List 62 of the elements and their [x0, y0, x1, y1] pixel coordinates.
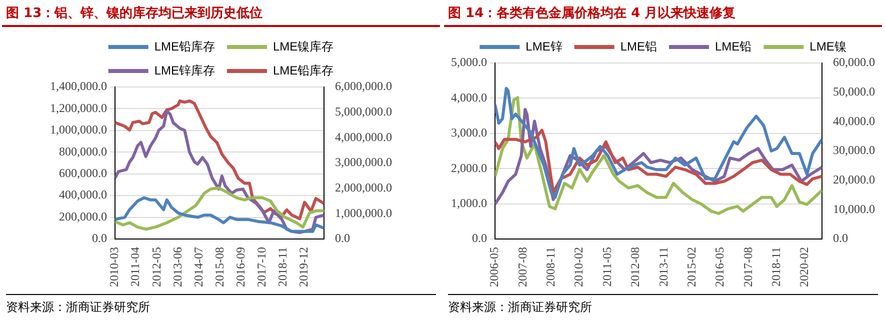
x-tick-label: 2017-08	[740, 247, 755, 288]
y2-tick-label: 6,000,000.0	[335, 79, 392, 94]
legend-label: LME锌库存	[154, 63, 216, 78]
x-tick-label: 2007-08	[515, 247, 530, 288]
y-tick-label: 400,000.0	[59, 188, 107, 202]
legend-label: LME镍库存	[273, 39, 334, 54]
y2-tick-label: 10,000.0	[833, 202, 875, 216]
x-tick-label: 2015-08	[212, 247, 226, 288]
x-tick-label: 2018-11	[276, 247, 290, 287]
x-tick-label: 2010-03	[107, 247, 122, 288]
y2-tick-label: 50,000.0	[833, 84, 875, 98]
x-tick-label: 2016-05	[712, 247, 727, 288]
x-tick-label: 2019-12	[296, 247, 311, 288]
legend-label: LME铅	[715, 39, 752, 54]
x-tick-label: 2012-08	[628, 247, 642, 288]
x-tick-label: 2010-02	[572, 247, 586, 288]
y2-tick-label: 1,000,000.0	[335, 206, 392, 220]
y-tick-label: 200,000.0	[59, 209, 107, 224]
y-tick-label: 0.0	[472, 231, 487, 246]
y2-tick-label: 0.0	[335, 231, 350, 246]
x-tick-label: 2011-05	[600, 247, 614, 287]
y2-tick-label: 30,000.0	[833, 143, 875, 158]
y-tick-label: 4,000.0	[451, 90, 487, 104]
y2-tick-label: 0.0	[833, 231, 848, 246]
y2-tick-label: 5,000,000.0	[335, 104, 392, 118]
x-tick-label: 2016-09	[234, 247, 248, 288]
y-tick-label: 800,000.0	[59, 144, 107, 158]
x-tick-label: 2013-11	[656, 247, 670, 287]
chart-title: 图 14：各类有色金属价格均在 4 月以来快速修复	[444, 0, 882, 27]
x-tick-label: 2011-04	[128, 247, 142, 287]
y2-tick-label: 60,000.0	[833, 55, 875, 70]
x-tick-label: 2017-10	[254, 247, 269, 288]
legend-label: LME镍	[810, 39, 846, 54]
x-tick-label: 2012-05	[149, 247, 164, 288]
legend-label: LME铝	[620, 39, 658, 54]
y-tick-label: 5,000.0	[451, 55, 487, 70]
text: 资料来源：浙商证券研究所	[6, 294, 436, 316]
y-tick-label: 1,000,000.0	[50, 122, 107, 137]
x-tick-label: 2013-06	[170, 247, 184, 288]
y2-tick-label: 2,000,000.0	[335, 180, 392, 194]
y-tick-label: 600,000.0	[59, 166, 107, 180]
y2-tick-label: 40,000.0	[833, 114, 875, 128]
x-tick-label: 2018-11	[769, 247, 784, 287]
y-tick-label: 1,000.0	[451, 196, 487, 210]
legend-label: LME铅库存	[273, 63, 334, 78]
x-tick-label: 2008-11	[544, 247, 558, 287]
x-tick-label: 2015-02	[684, 247, 698, 288]
chart-title: 图 13：铝、锌、镍的库存均已来到历史低位	[2, 0, 440, 27]
y-tick-label: 0.0	[92, 231, 107, 246]
x-tick-label: 2014-07	[191, 247, 206, 288]
x-tick-label: 2006-05	[487, 247, 502, 288]
legend-label: LME铅库存	[154, 39, 216, 54]
legend-label: LME锌	[526, 39, 562, 54]
y-tick-label: 1,400,000.0	[50, 79, 107, 94]
y2-tick-label: 20,000.0	[833, 172, 875, 186]
y2-tick-label: 3,000,000.0	[335, 155, 392, 170]
y-tick-label: 3,000.0	[451, 126, 487, 140]
y2-tick-label: 4,000,000.0	[335, 130, 392, 144]
x-tick-label: 2020-02	[797, 247, 812, 288]
y-tick-label: 1,200,000.0	[50, 100, 107, 115]
y-tick-label: 2,000.0	[451, 160, 487, 175]
text: 资料来源：浙商证券研究所	[448, 294, 878, 316]
